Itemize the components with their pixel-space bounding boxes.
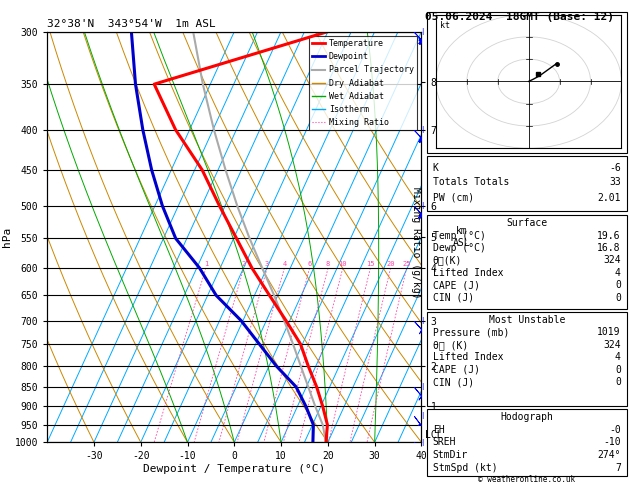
Text: θᴄ (K): θᴄ (K): [433, 340, 468, 350]
Text: 6: 6: [308, 261, 312, 267]
Text: 7: 7: [615, 463, 621, 472]
Text: StmSpd (kt): StmSpd (kt): [433, 463, 498, 472]
Text: Dewp (°C): Dewp (°C): [433, 243, 486, 253]
Text: 16.8: 16.8: [598, 243, 621, 253]
Text: Mixing Ratio (g/kg): Mixing Ratio (g/kg): [411, 187, 421, 299]
Text: CAPE (J): CAPE (J): [433, 280, 480, 290]
Text: 20: 20: [386, 261, 395, 267]
Y-axis label: hPa: hPa: [2, 227, 12, 247]
Text: SREH: SREH: [433, 437, 456, 447]
Text: 4: 4: [282, 261, 287, 267]
Text: 0: 0: [615, 293, 621, 303]
Text: -10: -10: [603, 437, 621, 447]
X-axis label: Dewpoint / Temperature (°C): Dewpoint / Temperature (°C): [143, 464, 325, 474]
Legend: Temperature, Dewpoint, Parcel Trajectory, Dry Adiabat, Wet Adiabat, Isotherm, Mi: Temperature, Dewpoint, Parcel Trajectory…: [309, 36, 417, 130]
Text: 05.06.2024  18GMT (Base: 12): 05.06.2024 18GMT (Base: 12): [425, 12, 613, 22]
Text: 324: 324: [603, 256, 621, 265]
Text: |: |: [421, 439, 424, 446]
Text: 1019: 1019: [598, 328, 621, 337]
Text: PW (cm): PW (cm): [433, 193, 474, 203]
Text: 2.01: 2.01: [598, 193, 621, 203]
Bar: [426, 12, 627, 153]
Text: Most Unstable: Most Unstable: [489, 315, 565, 325]
Bar: [426, 156, 627, 211]
Text: |: |: [421, 202, 424, 209]
Y-axis label: km
ASL: km ASL: [452, 226, 470, 248]
Text: -6: -6: [609, 163, 621, 173]
Text: Lifted Index: Lifted Index: [433, 268, 503, 278]
Text: 4: 4: [615, 352, 621, 362]
Text: |: |: [421, 28, 424, 35]
Bar: [426, 215, 627, 309]
Text: 8: 8: [326, 261, 330, 267]
Text: 324: 324: [603, 340, 621, 350]
Text: |: |: [421, 412, 424, 419]
Text: |: |: [421, 383, 424, 390]
Text: |: |: [421, 126, 424, 133]
Text: CIN (J): CIN (J): [433, 378, 474, 387]
Text: © weatheronline.co.uk: © weatheronline.co.uk: [478, 474, 576, 484]
Text: StmDir: StmDir: [433, 450, 468, 460]
Text: CAPE (J): CAPE (J): [433, 365, 480, 375]
Text: kt: kt: [440, 21, 450, 30]
Bar: [426, 409, 627, 476]
Text: 4: 4: [615, 268, 621, 278]
Text: 15: 15: [366, 261, 375, 267]
Text: Surface: Surface: [506, 218, 547, 227]
Text: Pressure (mb): Pressure (mb): [433, 328, 509, 337]
Text: 0: 0: [615, 365, 621, 375]
Text: Hodograph: Hodograph: [500, 412, 554, 422]
Text: 19.6: 19.6: [598, 231, 621, 241]
Text: 32°38'N  343°54'W  1m ASL: 32°38'N 343°54'W 1m ASL: [47, 19, 216, 30]
Text: Totals Totals: Totals Totals: [433, 177, 509, 187]
Text: EH: EH: [433, 425, 445, 434]
Text: 0: 0: [615, 280, 621, 290]
Text: 10: 10: [338, 261, 347, 267]
Text: -0: -0: [609, 425, 621, 434]
Text: 33: 33: [609, 177, 621, 187]
Text: Temp (°C): Temp (°C): [433, 231, 486, 241]
Bar: [426, 312, 627, 406]
Text: Lifted Index: Lifted Index: [433, 352, 503, 362]
Text: CIN (J): CIN (J): [433, 293, 474, 303]
Text: 1: 1: [204, 261, 208, 267]
Text: |: |: [421, 317, 424, 324]
Text: LCL: LCL: [425, 430, 443, 440]
Text: K: K: [433, 163, 438, 173]
Text: θᴄ(K): θᴄ(K): [433, 256, 462, 265]
Text: 25: 25: [403, 261, 411, 267]
Text: 3: 3: [265, 261, 269, 267]
Text: 0: 0: [615, 378, 621, 387]
Text: 2: 2: [242, 261, 246, 267]
Text: 274°: 274°: [598, 450, 621, 460]
